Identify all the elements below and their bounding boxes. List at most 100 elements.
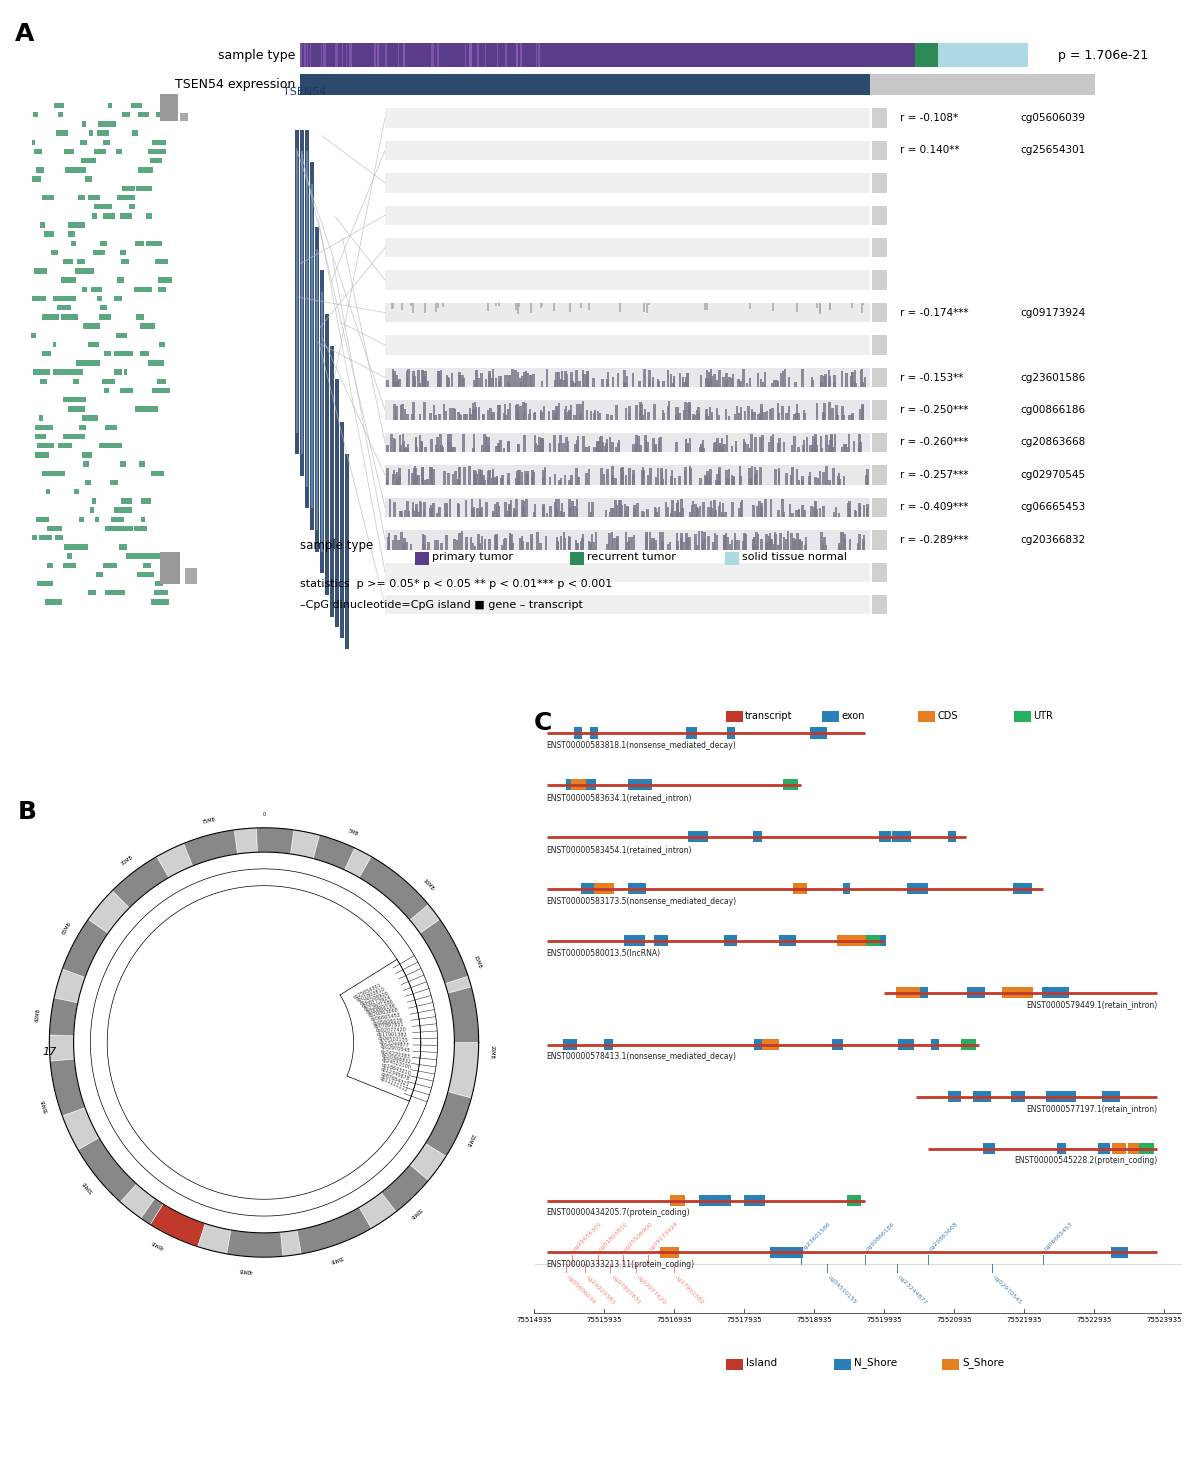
- Bar: [412, 509, 414, 518]
- Bar: [458, 375, 461, 388]
- Bar: [707, 506, 709, 518]
- Bar: [798, 539, 800, 550]
- Bar: [121, 260, 128, 264]
- Bar: [828, 480, 830, 484]
- Bar: [385, 270, 870, 290]
- Bar: [779, 935, 787, 946]
- Text: 75521935: 75521935: [1007, 1317, 1042, 1322]
- Bar: [811, 445, 815, 452]
- Bar: [438, 375, 440, 388]
- Bar: [586, 448, 588, 452]
- Bar: [571, 502, 574, 518]
- Bar: [685, 439, 688, 452]
- Bar: [385, 238, 870, 258]
- Bar: [643, 512, 646, 518]
- Bar: [721, 437, 724, 452]
- Bar: [80, 140, 86, 144]
- Bar: [414, 468, 416, 484]
- Bar: [686, 538, 689, 550]
- Text: ENST00000583454.1(retained_intron): ENST00000583454.1(retained_intron): [547, 844, 692, 853]
- Bar: [479, 499, 481, 518]
- Bar: [385, 206, 870, 225]
- Text: cg02970545: cg02970545: [379, 1044, 410, 1054]
- Bar: [395, 474, 397, 484]
- Bar: [131, 102, 142, 108]
- Bar: [794, 539, 798, 550]
- Bar: [53, 369, 71, 375]
- Bar: [640, 445, 642, 452]
- Bar: [575, 541, 577, 550]
- Bar: [403, 44, 404, 67]
- Bar: [702, 502, 704, 518]
- Bar: [653, 538, 655, 550]
- Bar: [811, 378, 814, 388]
- Bar: [1014, 712, 1031, 722]
- Bar: [142, 324, 154, 330]
- Bar: [684, 467, 686, 484]
- Bar: [91, 213, 97, 219]
- Bar: [758, 502, 761, 518]
- Bar: [457, 480, 460, 484]
- Bar: [840, 532, 842, 550]
- Bar: [1002, 987, 1018, 999]
- Bar: [533, 512, 535, 518]
- Bar: [760, 379, 762, 388]
- Bar: [654, 445, 656, 452]
- Text: cg20863668: cg20863668: [929, 1222, 959, 1252]
- Bar: [700, 443, 702, 452]
- Bar: [468, 408, 472, 420]
- Bar: [139, 461, 145, 467]
- Bar: [553, 474, 556, 484]
- Bar: [424, 535, 426, 550]
- Bar: [642, 469, 644, 484]
- Bar: [553, 414, 556, 420]
- Bar: [492, 513, 494, 518]
- Text: cg09173924: cg09173924: [1020, 308, 1085, 318]
- Bar: [508, 381, 510, 388]
- Bar: [862, 382, 864, 388]
- Bar: [809, 475, 811, 484]
- Bar: [715, 408, 719, 420]
- Bar: [121, 499, 132, 503]
- Bar: [593, 378, 595, 388]
- Bar: [587, 372, 589, 388]
- Bar: [799, 539, 802, 550]
- Bar: [760, 468, 762, 484]
- Bar: [560, 503, 563, 518]
- Bar: [461, 532, 463, 550]
- Bar: [692, 414, 695, 420]
- Bar: [756, 469, 758, 484]
- Bar: [349, 44, 350, 67]
- Bar: [847, 503, 850, 518]
- Text: ENST0000579449.1(retain_intron): ENST0000579449.1(retain_intron): [1026, 1000, 1157, 1009]
- Bar: [674, 407, 677, 420]
- Bar: [564, 475, 566, 484]
- Bar: [514, 370, 516, 388]
- Bar: [661, 472, 664, 484]
- Bar: [95, 149, 106, 155]
- Bar: [470, 507, 473, 518]
- Bar: [631, 475, 634, 484]
- Bar: [872, 335, 887, 354]
- Bar: [612, 538, 614, 550]
- Bar: [562, 443, 565, 452]
- Text: 60MB: 60MB: [35, 1007, 41, 1022]
- Bar: [625, 376, 628, 388]
- Bar: [475, 370, 478, 388]
- Text: Island: Island: [746, 1357, 778, 1368]
- Wedge shape: [382, 1165, 428, 1212]
- Bar: [576, 507, 578, 518]
- Bar: [406, 378, 408, 388]
- Bar: [498, 381, 500, 388]
- Bar: [97, 130, 109, 136]
- Bar: [434, 539, 437, 550]
- Bar: [734, 539, 737, 550]
- Bar: [586, 472, 588, 484]
- Bar: [768, 442, 770, 452]
- Bar: [412, 414, 414, 420]
- Bar: [385, 531, 870, 550]
- Text: 75MB: 75MB: [202, 818, 217, 825]
- Bar: [595, 448, 598, 452]
- Bar: [125, 185, 133, 191]
- Bar: [858, 446, 860, 452]
